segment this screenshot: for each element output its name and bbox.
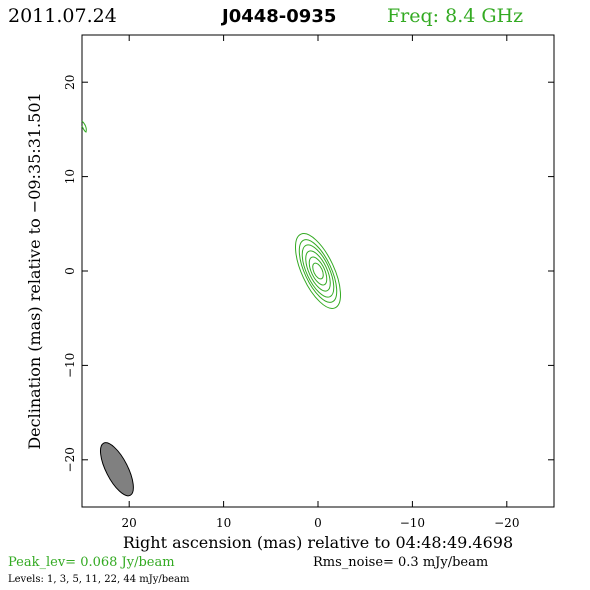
y-tick-label: 20 (63, 75, 77, 90)
beam-ellipse (99, 442, 134, 497)
x-tick-label: 0 (314, 516, 322, 530)
x-tick-label: −10 (400, 516, 425, 530)
observation-date: 2011.07.24 (8, 5, 117, 27)
contour-level-5 (301, 244, 335, 298)
y-tick-label: 10 (63, 169, 77, 184)
contour-level-3 (298, 239, 338, 303)
x-axis-label: Right ascension (mas) relative to 04:48:… (123, 533, 513, 552)
x-tick-label: 10 (216, 516, 231, 530)
axis-ticks (82, 35, 554, 507)
contour-level-44 (312, 262, 324, 280)
rms-noise: Rms_noise= 0.3 mJy/beam (313, 555, 488, 570)
edge-contour-fragment (81, 120, 87, 133)
y-tick-label: −10 (63, 353, 77, 378)
contour-level-1 (295, 233, 341, 309)
source-name: J0448-0935 (220, 6, 336, 27)
y-tick-label: −20 (63, 447, 77, 472)
beam-ellipse-group (99, 442, 134, 497)
x-tick-label: 20 (122, 516, 137, 530)
frequency-label: Freq: 8.4 GHz (387, 5, 523, 27)
contour-group (295, 233, 341, 309)
x-tick-label: −20 (494, 516, 519, 530)
y-tick-label: 0 (63, 267, 77, 275)
peak-level: Peak_lev= 0.068 Jy/beam (8, 555, 175, 570)
y-tick-labels: 20 10 0 −10 −20 (63, 75, 77, 473)
x-tick-labels: 20 10 0 −10 −20 (122, 516, 520, 530)
plot-frame (81, 34, 555, 508)
y-axis-label: Declination (mas) relative to −09:35:31.… (25, 92, 44, 449)
contour-level-11 (305, 250, 331, 292)
contour-level-22 (308, 256, 328, 286)
contour-levels: Levels: 1, 3, 5, 11, 22, 44 mJy/beam (8, 574, 190, 585)
